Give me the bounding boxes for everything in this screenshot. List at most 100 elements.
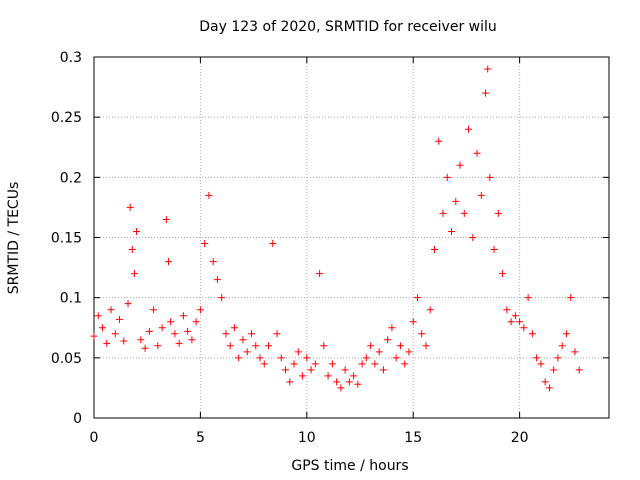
data-point [430,246,438,254]
data-point [396,342,404,350]
data-point [133,227,141,235]
y-tick-label: 0.1 [60,291,82,307]
data-point [158,324,166,332]
data-point [507,318,515,326]
data-point [358,360,366,368]
data-point [282,366,290,374]
data-point [341,366,349,374]
data-point [452,197,460,205]
data-point [562,330,570,338]
data-point [418,330,426,338]
data-point [439,209,447,217]
data-point [226,342,234,350]
grid-lines [94,57,609,418]
data-point [337,384,345,392]
data-point [213,276,221,284]
data-point [273,330,281,338]
data-point [192,318,200,326]
data-point [130,270,138,278]
data-point [413,294,421,302]
data-points [90,65,583,392]
data-point [384,336,392,344]
data-point [103,339,111,347]
data-point [554,354,562,362]
data-point [379,366,387,374]
data-point [247,330,255,338]
data-point [311,360,319,368]
data-point [405,348,413,356]
data-point [111,330,119,338]
data-point [558,342,566,350]
data-point [473,149,481,157]
data-point [277,354,285,362]
y-tick-label: 0 [73,411,82,427]
data-point [490,246,498,254]
data-point [524,294,532,302]
data-point [252,342,260,350]
data-point [107,306,115,314]
data-point [333,378,341,386]
data-point [222,330,230,338]
data-point [375,348,383,356]
data-point [516,318,524,326]
data-point [537,360,545,368]
data-point [141,344,149,352]
axis-ticks: 0 5 10 15 20 0 0.05 0.1 0.15 0.2 0.25 0.3 [51,50,609,446]
data-point [164,258,172,266]
data-point [448,227,456,235]
data-point [167,318,175,326]
data-point [303,354,311,362]
data-point [265,342,273,350]
data-point [409,318,417,326]
data-point [90,332,98,340]
data-point [307,366,315,374]
data-point [324,372,332,380]
y-tick-label: 0.2 [60,170,82,186]
x-tick-label: 15 [404,430,422,446]
data-point [316,270,324,278]
data-point [345,378,353,386]
data-point [401,360,409,368]
data-point [137,336,145,344]
data-point [528,330,536,338]
data-point [205,191,213,199]
data-point [350,372,358,380]
data-point [328,360,336,368]
data-point [371,360,379,368]
y-tick-label: 0.05 [51,351,82,367]
x-tick-label: 0 [90,430,99,446]
data-point [171,330,179,338]
data-point [484,65,492,73]
y-tick-label: 0.25 [51,110,82,126]
data-point [230,324,238,332]
data-point [126,203,134,211]
data-point [494,209,502,217]
data-point [477,191,485,199]
data-point [209,258,217,266]
data-point [128,246,136,254]
data-point [188,336,196,344]
data-point [116,315,124,323]
data-point [286,378,294,386]
x-tick-label: 5 [196,430,205,446]
data-point [150,306,158,314]
data-point [260,360,268,368]
data-point [545,384,553,392]
data-point [299,372,307,380]
x-tick-label: 10 [298,430,316,446]
data-point [320,342,328,350]
data-point [520,324,528,332]
data-point [256,354,264,362]
data-point [124,300,132,308]
data-point [550,366,558,374]
data-point [465,125,473,133]
data-point [422,342,430,350]
data-point [533,354,541,362]
data-point [184,327,192,335]
data-point [94,312,102,320]
data-point [290,360,298,368]
data-point [294,348,302,356]
data-point [235,354,243,362]
y-tick-label: 0.3 [60,50,82,66]
